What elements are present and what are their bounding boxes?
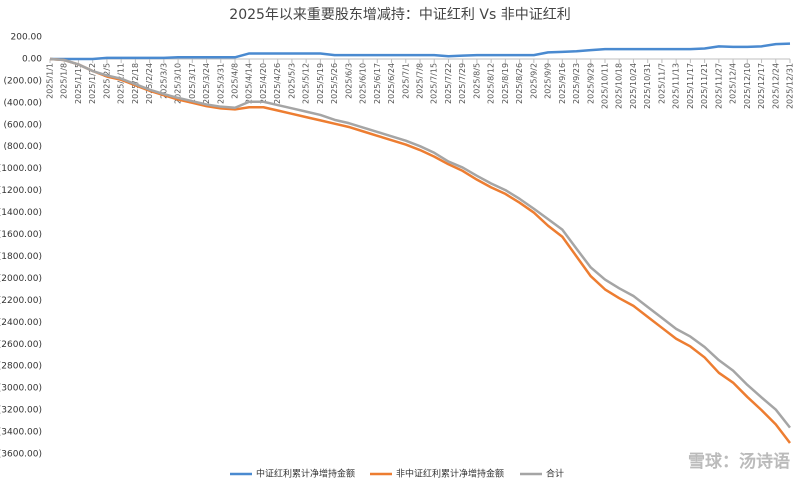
x-tick-label: 2025/1/1 [46,63,55,99]
x-tick-label: 2025/10/31 [643,63,652,109]
x-tick-label: 2025/11/17 [686,63,695,109]
x-tick-label: 2025/4/8 [231,63,240,99]
x-tick-label: 2025/9/23 [572,63,581,104]
series-line [49,57,791,444]
x-tick-label: 2025/5/26 [330,63,339,104]
y-tick-label: (2600.00) [0,340,42,350]
legend-label: 合计 [546,468,564,480]
y-tick-label: 0.00 [22,54,42,64]
legend-label: 非中证红利累计净增持金额 [396,468,504,480]
x-tick-label: 2025/12/10 [743,63,752,109]
x-tick-label: 2025/2/5 [102,63,111,99]
y-tick-label: (1600.00) [0,230,42,240]
x-tick-label: 2025/3/24 [202,63,211,104]
x-tick-label: 2025/6/3 [344,63,353,99]
y-tick-label: (3400.00) [0,428,42,438]
x-tick-label: 2025/6/10 [359,63,368,104]
x-tick-label: 2025/7/29 [458,63,467,104]
x-tick-label: 2025/4/20 [259,63,268,104]
series-line [49,57,791,429]
x-tick-label: 2025/3/3 [159,63,168,99]
x-tick-label: 2025/7/22 [444,63,453,104]
x-tick-label: 2025/9/9 [544,63,553,99]
x-tick-label: 2025/4/14 [245,63,254,104]
x-tick-label: 2025/5/12 [302,63,311,104]
x-tick-label: 2025/12/31 [786,63,795,109]
x-tick-label: 2025/11/27 [714,63,723,109]
y-tick-label: (2400.00) [0,318,42,328]
x-tick-label: 2025/5/3 [287,63,296,99]
chart-title: 2025年以来重要股东增减持：中证红利 Vs 非中证红利 [229,7,570,23]
x-tick-label: 2025/12/4 [729,63,738,104]
x-tick-label: 2025/2/11 [117,63,126,104]
y-tick-label: (400.00) [3,98,42,108]
x-tick-label: 2025/6/17 [373,63,382,104]
y-tick-label: (3200.00) [0,406,42,416]
x-tick-label: 2025/5/19 [316,63,325,104]
watermark: 雪球：汤诗语 [688,452,790,472]
y-tick-label: (200.00) [3,76,42,86]
x-tick-label: 2025/3/10 [174,63,183,104]
x-tick-label: 2025/11/13 [672,63,681,109]
x-tick-label: 2025/11/7 [657,63,666,104]
x-tick-label: 2025/3/31 [216,63,225,104]
x-tick-label: 2025/8/12 [487,63,496,104]
y-tick-label: (3000.00) [0,384,42,394]
x-tick-label: 2025/2/24 [145,63,154,104]
y-tick-label: (1800.00) [0,252,42,262]
x-tick-label: 2025/9/29 [586,63,595,104]
x-tick-label: 2025/9/16 [558,63,567,104]
legend-label: 中证红利累计净增持金额 [256,468,355,480]
y-tick-label: (800.00) [3,142,42,152]
x-tick-label: 2025/7/8 [416,63,425,99]
x-tick-label: 2025/9/2 [529,63,538,99]
x-tick-label: 2025/8/19 [501,63,510,104]
x-tick-label: 2025/8/26 [515,63,524,104]
x-tick-label: 2025/1/22 [88,63,97,104]
y-tick-label: (2800.00) [0,362,42,372]
x-tick-label: 2025/10/11 [601,63,610,109]
x-tick-label: 2025/1/15 [74,63,83,104]
x-tick-label: 2025/12/24 [771,63,780,109]
x-tick-label: 2025/7/1 [401,63,410,99]
x-tick-label: 2025/4/26 [273,63,282,104]
x-tick-label: 2025/3/17 [188,63,197,104]
x-tick-label: 2025/10/18 [615,63,624,109]
y-tick-label: (2000.00) [0,274,42,284]
x-tick-label: 2025/7/15 [430,63,439,104]
x-tick-label: 2025/8/5 [472,63,481,99]
y-tick-label: (1000.00) [0,164,42,174]
y-tick-label: (1200.00) [0,186,42,196]
x-tick-label: 2025/6/24 [387,63,396,104]
x-tick-label: 2025/10/24 [629,63,638,109]
y-tick-label: (600.00) [3,120,42,130]
x-tick-label: 2025/1/8 [60,63,69,99]
series-line [50,42,791,61]
y-tick-label: (3600.00) [0,450,42,460]
y-tick-label: (1400.00) [0,208,42,218]
y-tick-label: (2200.00) [0,296,42,306]
y-tick-label: 200.00 [11,33,43,43]
x-tick-label: 2025/11/21 [700,63,709,109]
x-tick-label: 2025/12/17 [757,63,766,109]
